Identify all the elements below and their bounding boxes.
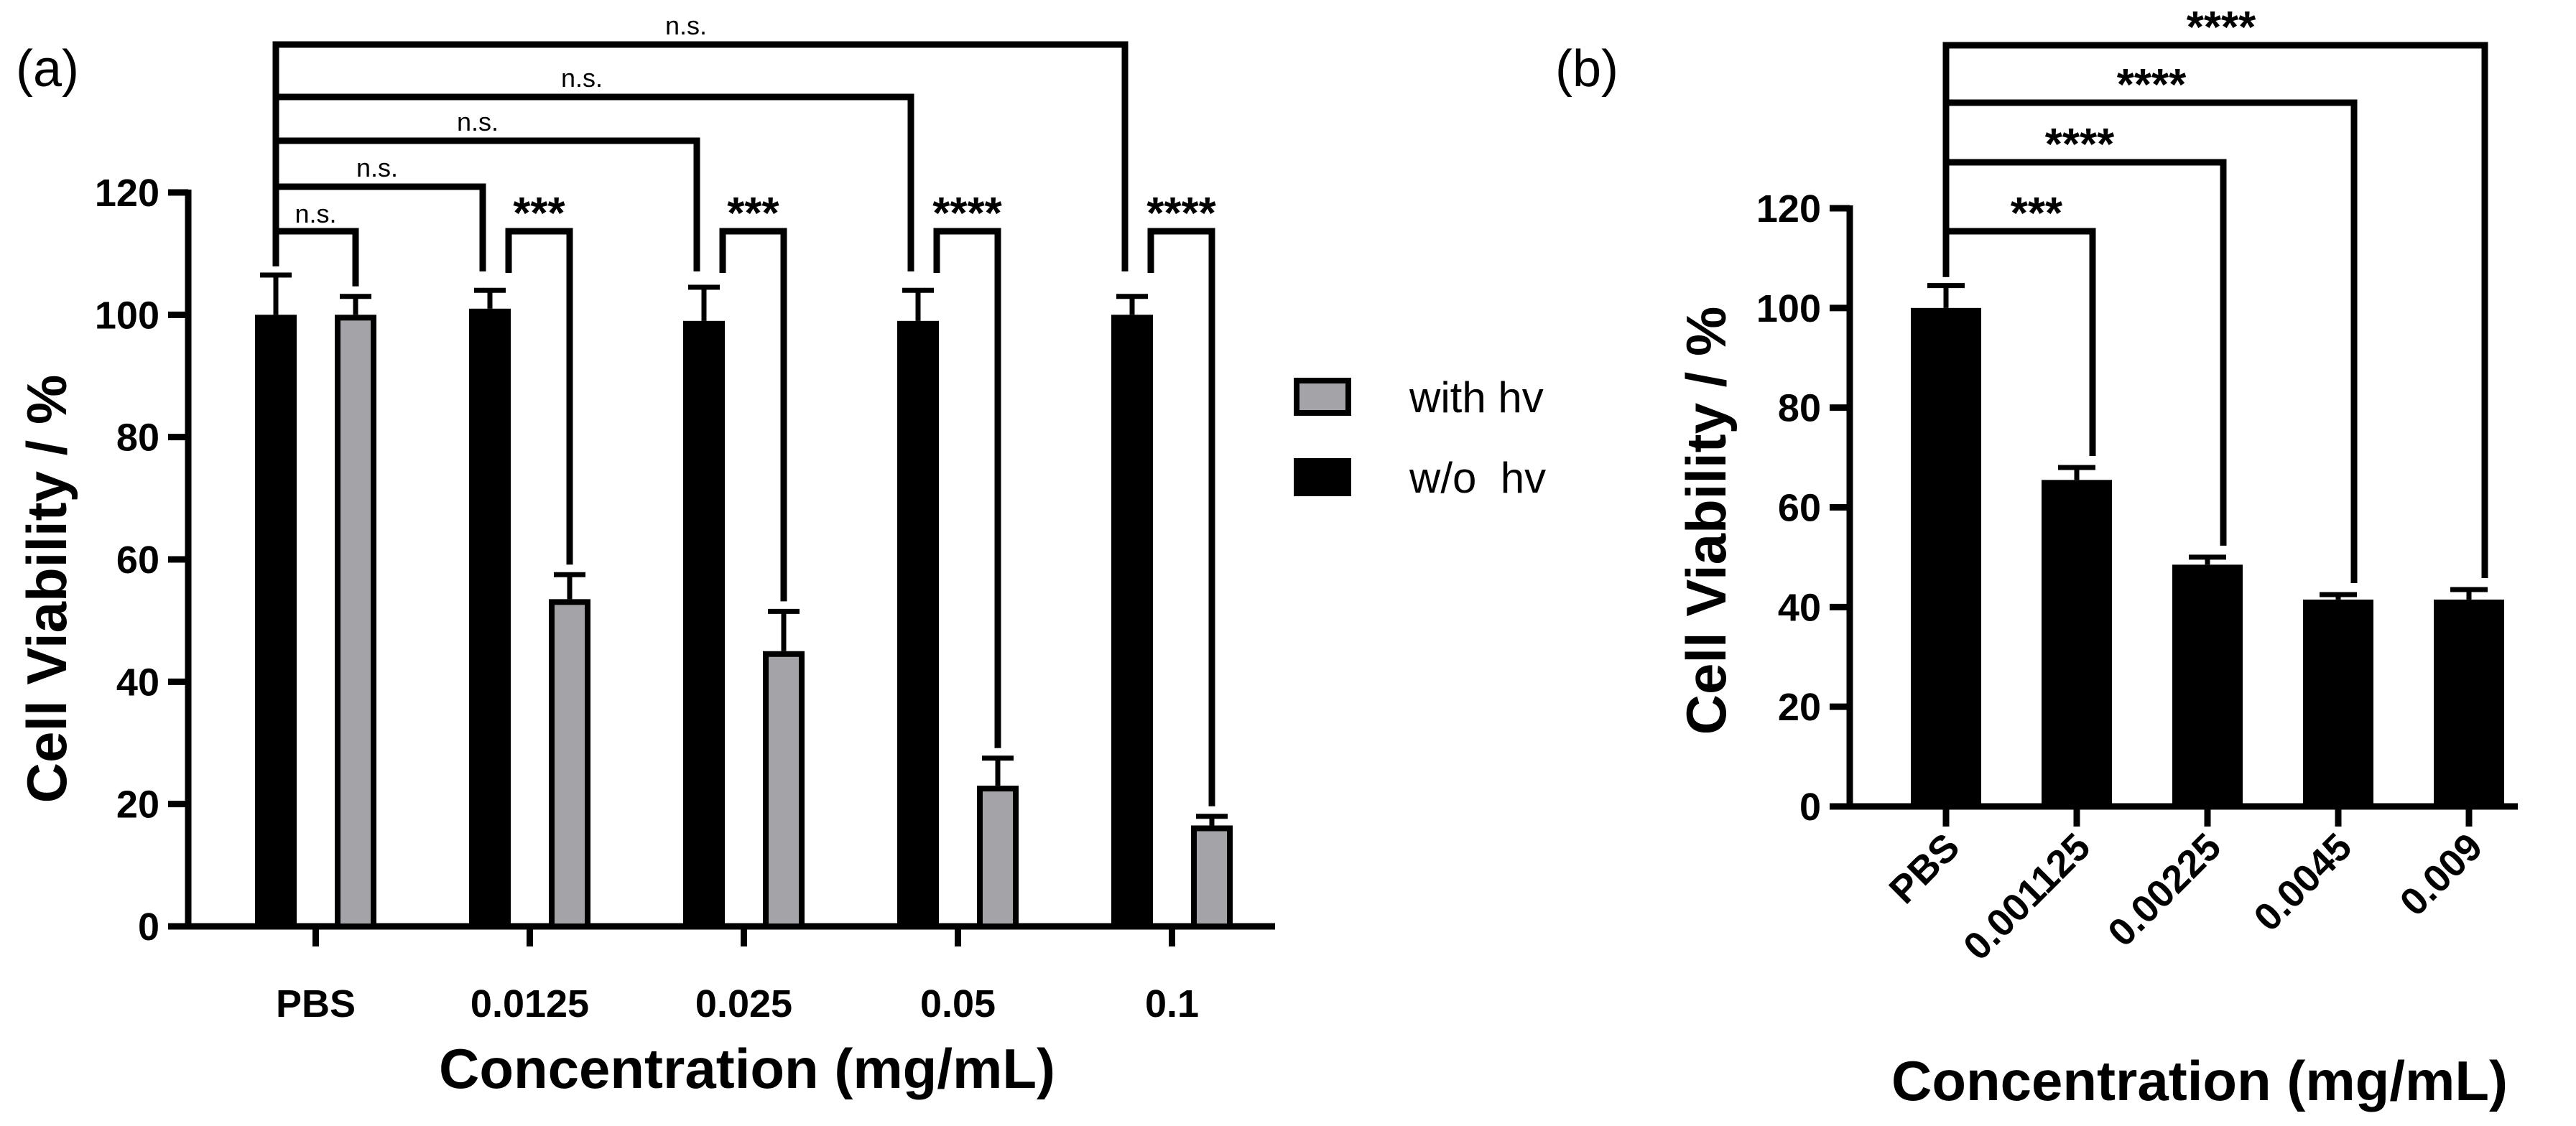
y-tick-label: 80: [1778, 387, 1821, 430]
x-tick-label: 0.1: [1145, 982, 1199, 1025]
bar-without-hv: [1111, 315, 1153, 926]
legend-label-with-hv: with hv: [1409, 373, 1544, 422]
bar-without-hv: [469, 308, 511, 927]
y-tick-label: 100: [1756, 287, 1821, 330]
bar-without-hv: [897, 320, 939, 927]
panel-b-x-axis-title: Concentration (mg/mL): [1891, 1049, 2508, 1112]
significance-bracket: [933, 228, 1001, 748]
significance-bracket: [272, 41, 1129, 271]
x-tick-label: 0.025: [695, 982, 792, 1025]
significance-bracket: [505, 228, 573, 565]
x-tick-label: 0.0045: [2246, 825, 2360, 939]
y-tick-label: 100: [95, 294, 159, 337]
bar: [2434, 599, 2504, 806]
significance-bracket: [1942, 42, 2488, 579]
significance-bracket: [719, 228, 787, 602]
panel-a-label: (a): [16, 40, 79, 98]
bar-with-hv: [1191, 825, 1233, 929]
significance-label: n.s.: [665, 11, 707, 40]
bar: [1911, 307, 1981, 806]
panel-a-legend: with hv w/o hv: [1294, 373, 1546, 502]
bar: [2303, 599, 2373, 806]
bar-without-hv: [683, 320, 725, 927]
significance-label: ****: [932, 189, 1002, 238]
x-tick-label: 0.0125: [471, 982, 589, 1025]
y-tick-label: 80: [116, 417, 159, 460]
y-tick-label: 20: [1778, 686, 1821, 729]
significance-label: ***: [2011, 189, 2063, 238]
bar-with-hv: [763, 651, 805, 929]
bar-with-hv: [977, 786, 1019, 930]
significance-bracket: [1147, 228, 1215, 806]
y-tick-label: 0: [138, 906, 159, 949]
panel-a: (a) Cell Viability / % Concentration (mg…: [15, 11, 1546, 1100]
y-tick-label: 40: [116, 661, 159, 704]
x-tick-label: PBS: [1881, 825, 1968, 912]
y-tick-label: 60: [116, 539, 159, 582]
significance-label: ****: [1146, 189, 1216, 238]
significance-label: n.s.: [356, 153, 398, 182]
legend-label-without-hv: w/o hv: [1409, 454, 1546, 502]
y-tick-label: 120: [1756, 187, 1821, 231]
significance-label: ****: [2187, 3, 2256, 52]
bar: [2172, 564, 2243, 806]
panel-b: (b) Cell Viability / % Concentration (mg…: [1555, 3, 2518, 1112]
legend-swatch-without-hv: [1294, 458, 1351, 496]
panel-b-label: (b): [1555, 40, 1618, 98]
legend-swatch-with-hv: [1294, 378, 1351, 416]
panel-a-significance: n.s. *** *** **** ****n.s.n.s.n.s.n.s.: [272, 11, 1217, 806]
panel-a-bars: [255, 272, 1233, 930]
significance-label: ****: [2117, 60, 2187, 110]
x-tick-label: 0.009: [2392, 825, 2491, 924]
x-tick-label: 0.001125: [1955, 825, 2099, 969]
x-tick-label: 0.05: [920, 982, 996, 1025]
significance-label: n.s.: [561, 63, 603, 93]
significance-bracket: [1942, 99, 2358, 583]
panel-b-y-axis-title: Cell Viability / %: [1674, 307, 1738, 735]
x-tick-label: PBS: [276, 982, 356, 1025]
significance-label: ***: [513, 189, 565, 238]
y-tick-label: 40: [1778, 586, 1821, 629]
significance-bracket: [272, 137, 700, 271]
significance-label: ****: [2045, 120, 2115, 169]
bar-with-hv: [549, 599, 590, 929]
panel-a-y-axis-title: Cell Viability / %: [15, 375, 78, 804]
y-tick-label: 60: [1778, 487, 1821, 530]
x-tick-label: 0.00225: [2100, 825, 2229, 954]
significance-label: n.s.: [295, 199, 336, 228]
panel-b-bars: [1911, 283, 2504, 806]
y-tick-label: 120: [95, 172, 159, 215]
panel-a-x-axis-title: Concentration (mg/mL): [439, 1037, 1055, 1100]
y-tick-label: 20: [116, 783, 159, 827]
significance-label: ***: [727, 189, 779, 238]
bar-without-hv: [255, 315, 297, 926]
bar-with-hv: [335, 315, 376, 930]
y-tick-label: 0: [1799, 786, 1821, 829]
bar: [2042, 480, 2112, 806]
significance-bracket: [272, 228, 359, 287]
significance-label: n.s.: [457, 107, 499, 136]
panel-b-significance: ***************: [1942, 3, 2488, 583]
